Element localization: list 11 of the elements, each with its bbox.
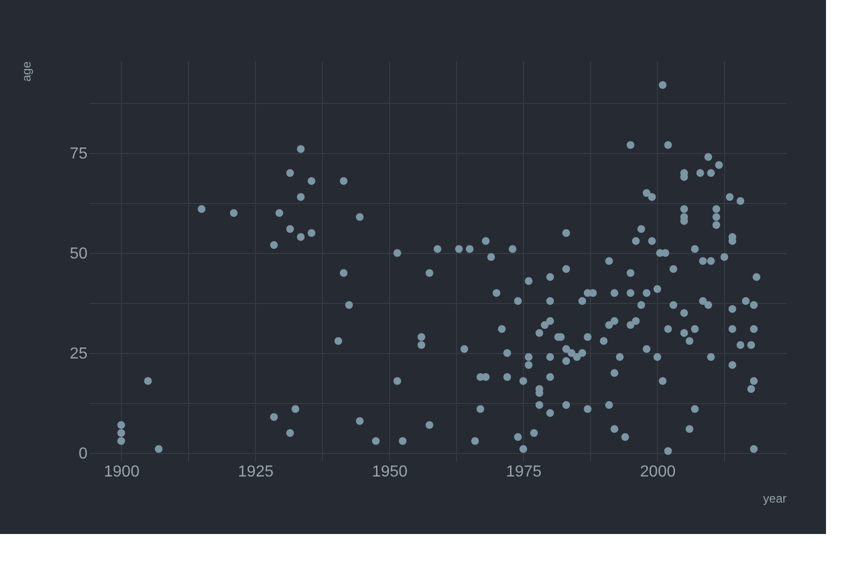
y-tick-label: 25: [70, 346, 88, 362]
y-axis-title: age: [20, 61, 34, 82]
y-tick-label: 75: [70, 146, 88, 162]
x-tick-label: 1900: [104, 464, 140, 480]
y-tick-label: 0: [78, 446, 88, 462]
x-tick-label: 1925: [238, 464, 274, 480]
x-axis-title: year: [763, 492, 787, 506]
x-tick-label: 2000: [640, 464, 676, 480]
x-tick-label: 1975: [506, 464, 542, 480]
x-tick-label: 1950: [372, 464, 408, 480]
y-tick-label: 50: [70, 246, 88, 262]
